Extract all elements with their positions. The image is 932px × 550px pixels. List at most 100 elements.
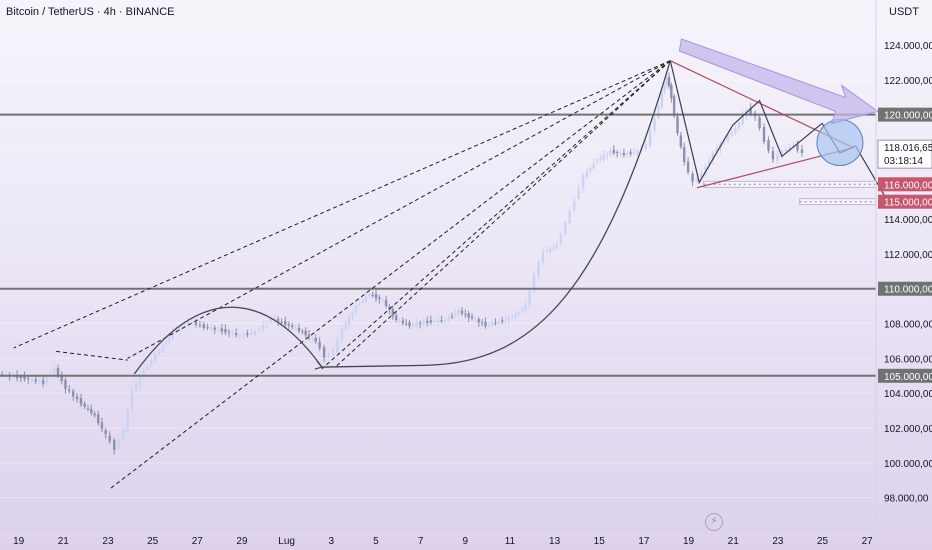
candle-body [679,135,683,147]
candle-body [457,310,460,316]
candle-body [555,244,559,248]
candle-body [460,310,464,314]
trend-arrow [678,38,879,125]
candle-body [595,160,599,163]
candle-body [749,107,752,114]
candle-body [784,149,788,152]
candle-body [206,327,209,329]
candle-body [190,322,194,324]
fan-line [127,60,671,359]
candle-body [130,390,134,409]
candle-body [422,322,425,324]
candle-body [776,154,779,162]
candle-body [494,322,497,324]
time-tick-label: 5 [373,536,379,547]
candle-body [615,152,619,154]
time-tick-label: 27 [862,536,874,547]
time-tick-label: 23 [772,536,784,547]
time-tick-label: 19 [13,536,25,547]
candle-body [384,300,388,307]
candle-body [454,313,457,316]
candle-body [629,152,632,154]
candle-body [336,339,339,353]
candle-body [56,368,60,376]
candle-body [541,252,545,263]
candle-body [490,322,494,326]
candle-body [504,319,507,321]
candle-body [238,335,241,337]
arc-curves[interactable] [133,60,671,375]
candle-body [537,262,540,277]
candle-body [667,77,671,87]
cup-curve [321,60,671,368]
horizontal-levels[interactable] [0,113,877,377]
candle-body [771,151,775,160]
candle-body [394,315,398,321]
candle-body [371,294,374,296]
candle-body [715,148,718,153]
price-tick-label: 108.000,00 [884,320,932,331]
candle-body [294,327,297,329]
candle-body [168,336,171,341]
time-axis[interactable]: 19 21 23 25 27 29 Lug 3 5 7 9 11 13 15 17 19 21 23 25 27 [0,529,876,547]
candle-body [307,334,311,337]
price-tick-label: 102.000,00 [884,424,932,435]
time-tick-label: 7 [418,536,424,547]
price-axis[interactable]: 124.000,00 122.000,00 114.000,00 112.000,00… [875,0,932,530]
triangle-pattern[interactable] [669,38,890,205]
candle-body [354,305,358,313]
candle-body [75,396,79,400]
candle-body [121,429,125,441]
candle-body [364,296,368,302]
candle-body [559,234,563,244]
candle-body [253,331,257,335]
candle-body [532,274,536,292]
countdown-label: 03:18:14 [884,156,923,167]
candle-body [361,300,364,304]
candle-body [619,152,622,155]
candle-body [276,318,280,322]
fan-line [13,60,671,349]
candle-body [194,322,198,325]
lightning-icon: ⚡ [705,513,723,531]
candle-body [291,325,294,328]
arc-curve-left [133,306,323,375]
candle-body [154,353,157,362]
candle-body [164,341,168,344]
fan-lines[interactable] [13,60,671,490]
candle-body [250,333,253,335]
candle-body [183,325,186,327]
candle-body [93,413,96,416]
price-tick-label: 104.000,00 [884,389,932,400]
candle-body [142,371,145,377]
currency-button[interactable]: USDT [889,6,919,18]
candle-body [676,116,679,134]
candle-body [672,96,676,116]
fan-line [109,60,671,490]
price-tick-label: 112.000,00 [884,250,932,261]
candle-body [231,332,234,335]
level-price-tag [878,281,932,296]
price-tick-label: 122.000,00 [884,76,932,87]
candle-body [780,151,784,155]
candle-body [401,320,405,324]
time-tick-label: 19 [683,536,695,547]
candle-body [348,316,351,325]
candle-body [429,320,433,323]
candle-body [599,157,602,160]
candle-body [477,319,480,323]
candle-body [318,341,321,349]
candle-body [549,247,552,253]
candle-body [767,139,770,151]
candle-body [758,117,761,129]
candle-body [711,152,715,160]
candle-body [280,321,283,323]
candle-body [0,374,4,376]
candle-body [722,139,726,143]
candle-body [261,324,265,330]
candle-body [19,376,22,378]
level-price-tag [878,368,932,383]
candle-body [134,383,138,390]
candle-body [41,380,45,384]
